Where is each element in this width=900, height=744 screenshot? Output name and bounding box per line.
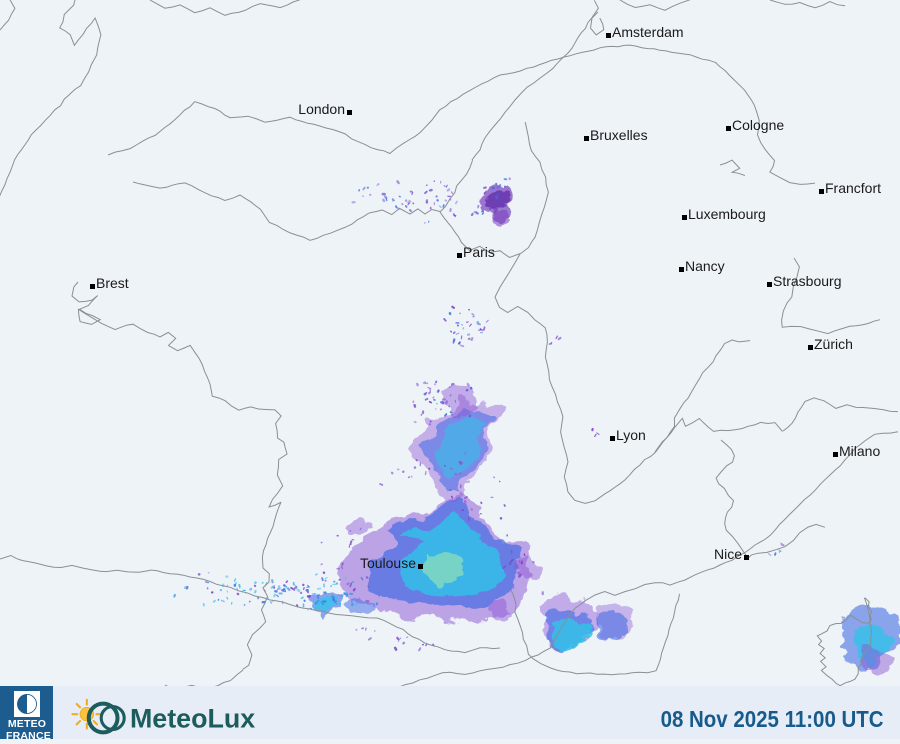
svg-text:MeteoLux: MeteoLux [130,704,255,734]
